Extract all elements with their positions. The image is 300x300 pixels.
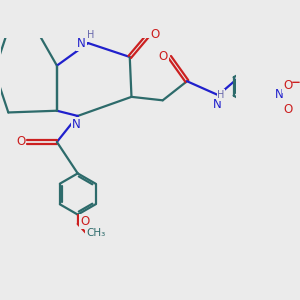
Text: O: O (80, 215, 89, 228)
Text: −: − (290, 76, 300, 89)
Text: +: + (282, 85, 290, 94)
Text: O: O (158, 50, 168, 64)
Text: H: H (217, 90, 225, 100)
Text: O: O (151, 28, 160, 41)
Text: N: N (72, 118, 81, 131)
Text: CH₃: CH₃ (86, 228, 105, 238)
Text: O: O (283, 79, 292, 92)
Text: O: O (16, 136, 26, 148)
Text: N: N (213, 98, 221, 110)
Text: H: H (87, 30, 94, 40)
Text: N: N (275, 88, 284, 101)
Text: N: N (77, 37, 86, 50)
Text: O: O (283, 103, 292, 116)
